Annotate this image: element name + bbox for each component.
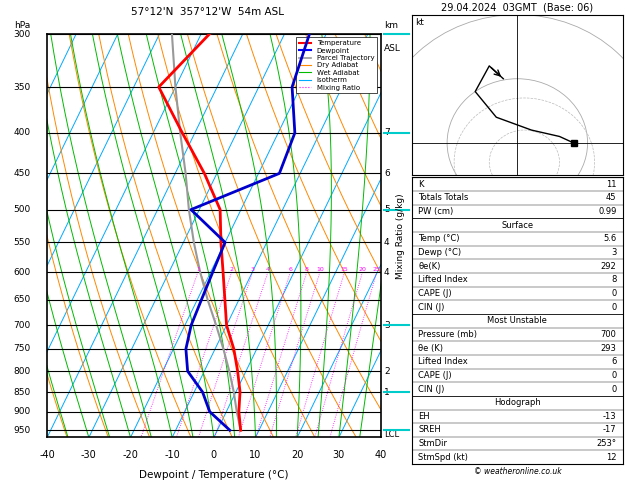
Text: 6: 6 <box>384 169 389 178</box>
Text: 350: 350 <box>13 83 30 91</box>
Text: 6: 6 <box>288 267 292 272</box>
Text: 2: 2 <box>230 267 233 272</box>
Text: -10: -10 <box>164 450 180 459</box>
Text: 11: 11 <box>606 180 616 189</box>
Text: 0: 0 <box>611 371 616 380</box>
Text: 12: 12 <box>606 453 616 462</box>
Text: 3: 3 <box>250 267 255 272</box>
Text: Lifted Index: Lifted Index <box>418 275 468 284</box>
Text: CAPE (J): CAPE (J) <box>418 371 452 380</box>
Text: 292: 292 <box>601 261 616 271</box>
Text: PW (cm): PW (cm) <box>418 207 454 216</box>
Text: 3: 3 <box>384 321 389 330</box>
Text: ASL: ASL <box>384 44 401 53</box>
Text: θe(K): θe(K) <box>418 261 441 271</box>
Text: 4: 4 <box>384 268 389 277</box>
Text: 15: 15 <box>340 267 348 272</box>
Text: Most Unstable: Most Unstable <box>487 316 547 325</box>
Text: km: km <box>384 21 398 30</box>
Text: © weatheronline.co.uk: © weatheronline.co.uk <box>474 467 561 476</box>
Text: 4: 4 <box>384 238 389 247</box>
Text: Mixing Ratio (g/kg): Mixing Ratio (g/kg) <box>396 193 405 278</box>
Text: Dewpoint / Temperature (°C): Dewpoint / Temperature (°C) <box>139 469 289 480</box>
Text: Surface: Surface <box>501 221 533 230</box>
Text: SREH: SREH <box>418 426 441 434</box>
Text: 0: 0 <box>611 303 616 312</box>
Text: 850: 850 <box>13 387 30 397</box>
Text: Temp (°C): Temp (°C) <box>418 234 460 243</box>
Text: StmSpd (kt): StmSpd (kt) <box>418 453 468 462</box>
Text: kt: kt <box>416 18 425 27</box>
Text: 700: 700 <box>601 330 616 339</box>
Text: Dewp (°C): Dewp (°C) <box>418 248 462 257</box>
Text: 8: 8 <box>611 275 616 284</box>
Text: 10: 10 <box>316 267 324 272</box>
Text: Hodograph: Hodograph <box>494 398 541 407</box>
Text: Totals Totals: Totals Totals <box>418 193 469 202</box>
Text: 2: 2 <box>384 366 389 376</box>
Text: K: K <box>418 180 424 189</box>
Text: 4: 4 <box>266 267 270 272</box>
Text: 253°: 253° <box>596 439 616 448</box>
Text: 45: 45 <box>606 193 616 202</box>
Text: CAPE (J): CAPE (J) <box>418 289 452 298</box>
Text: 10: 10 <box>250 450 262 459</box>
Text: 1: 1 <box>384 387 389 397</box>
Text: 0: 0 <box>611 384 616 394</box>
Text: 7: 7 <box>384 128 389 138</box>
Text: -40: -40 <box>39 450 55 459</box>
Text: 400: 400 <box>13 128 30 138</box>
Text: EH: EH <box>418 412 430 421</box>
Text: -13: -13 <box>603 412 616 421</box>
Text: 300: 300 <box>13 30 30 38</box>
Text: 3: 3 <box>611 248 616 257</box>
Text: -17: -17 <box>603 426 616 434</box>
Text: 700: 700 <box>13 321 30 330</box>
Text: 40: 40 <box>374 450 387 459</box>
Text: θe (K): θe (K) <box>418 344 443 352</box>
Text: CIN (J): CIN (J) <box>418 384 445 394</box>
Text: 20: 20 <box>291 450 303 459</box>
Text: LCL: LCL <box>384 430 399 439</box>
Text: hPa: hPa <box>14 21 30 30</box>
Text: 29.04.2024  03GMT  (Base: 06): 29.04.2024 03GMT (Base: 06) <box>442 2 593 12</box>
Text: 0.99: 0.99 <box>598 207 616 216</box>
Text: 30: 30 <box>333 450 345 459</box>
Text: -30: -30 <box>81 450 97 459</box>
Text: 950: 950 <box>13 426 30 435</box>
Text: 5.6: 5.6 <box>603 234 616 243</box>
Text: 800: 800 <box>13 366 30 376</box>
Text: 550: 550 <box>13 238 30 247</box>
Text: 57°12'N  357°12'W  54m ASL: 57°12'N 357°12'W 54m ASL <box>131 7 284 17</box>
Text: 293: 293 <box>601 344 616 352</box>
Text: 600: 600 <box>13 268 30 277</box>
Text: 650: 650 <box>13 295 30 304</box>
Text: 750: 750 <box>13 345 30 353</box>
Text: 500: 500 <box>13 205 30 214</box>
Text: Pressure (mb): Pressure (mb) <box>418 330 477 339</box>
Text: CIN (J): CIN (J) <box>418 303 445 312</box>
Text: 25: 25 <box>373 267 381 272</box>
Text: 450: 450 <box>13 169 30 178</box>
Text: Lifted Index: Lifted Index <box>418 357 468 366</box>
Text: 1: 1 <box>196 267 200 272</box>
Text: StmDir: StmDir <box>418 439 447 448</box>
Text: 8: 8 <box>305 267 309 272</box>
Text: 6: 6 <box>611 357 616 366</box>
Text: 0: 0 <box>211 450 217 459</box>
Text: 0: 0 <box>611 289 616 298</box>
Text: 5: 5 <box>384 205 389 214</box>
Text: -20: -20 <box>123 450 138 459</box>
Text: 900: 900 <box>13 407 30 416</box>
Text: 20: 20 <box>359 267 367 272</box>
Legend: Temperature, Dewpoint, Parcel Trajectory, Dry Adiabat, Wet Adiabat, Isotherm, Mi: Temperature, Dewpoint, Parcel Trajectory… <box>296 37 377 93</box>
